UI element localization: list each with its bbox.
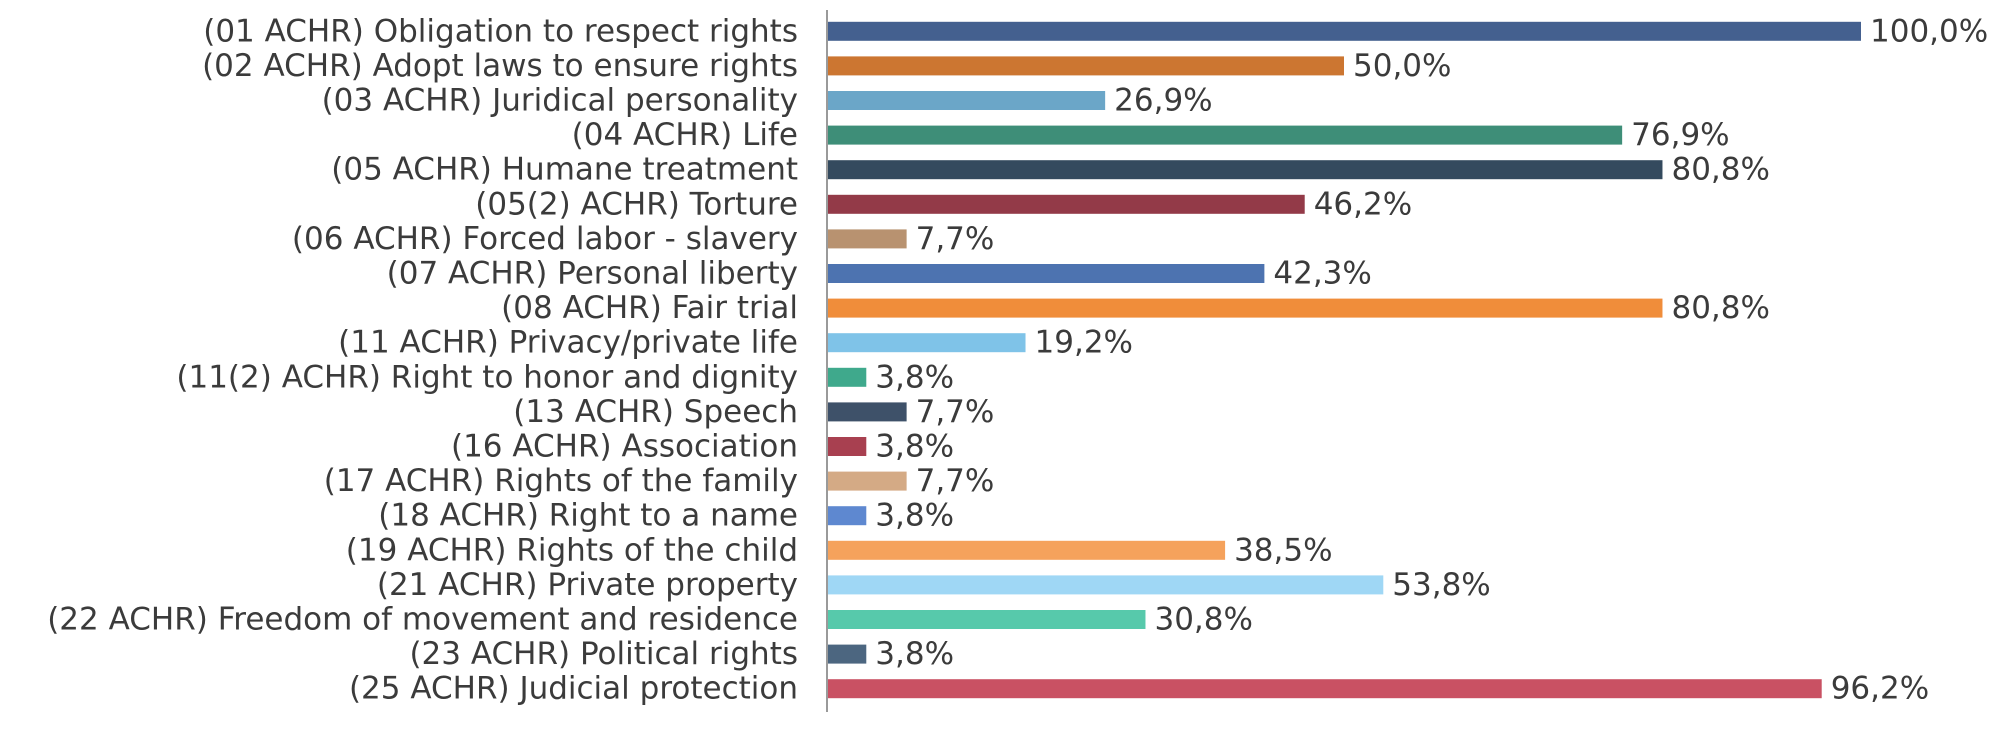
category-label: (11(2) ACHR) Right to honor and dignity <box>176 359 798 395</box>
data-label: 19,2% <box>1035 325 1133 361</box>
category-label: (13 ACHR) Speech <box>513 394 798 430</box>
data-label: 7,7% <box>916 394 995 430</box>
category-label: (17 ACHR) Rights of the family <box>324 463 798 499</box>
bar <box>827 610 1146 629</box>
bar <box>827 437 867 456</box>
category-label: (03 ACHR) Juridical personality <box>322 83 798 119</box>
value-labels: 100,0%50,0%26,9%76,9%80,8%46,2%7,7%42,3%… <box>875 13 1988 706</box>
bar <box>827 540 1226 560</box>
data-label: 80,8% <box>1671 290 1769 326</box>
category-label: (11 ACHR) Privacy/private life <box>338 325 798 361</box>
category-label: (21 ACHR) Private property <box>377 567 798 603</box>
data-label: 7,7% <box>916 463 995 499</box>
bar <box>827 264 1265 283</box>
data-label: 42,3% <box>1273 256 1371 292</box>
bar <box>827 160 1663 180</box>
category-label: (02 ACHR) Adopt laws to ensure rights <box>202 48 798 84</box>
bar <box>827 21 1861 41</box>
data-label: 80,8% <box>1671 152 1769 188</box>
bar <box>827 91 1106 110</box>
category-label: (05(2) ACHR) Torture <box>475 186 798 222</box>
bar <box>827 679 1822 699</box>
category-label: (19 ACHR) Rights of the child <box>346 532 798 568</box>
data-label: 30,8% <box>1154 602 1252 638</box>
category-labels: (01 ACHR) Obligation to respect rights(0… <box>47 13 798 706</box>
bar <box>827 575 1384 595</box>
data-label: 38,5% <box>1234 532 1332 568</box>
category-label: (06 ACHR) Forced labor - slavery <box>292 221 798 257</box>
bar <box>827 402 907 422</box>
bar <box>827 56 1344 76</box>
data-label: 53,8% <box>1392 567 1490 603</box>
bar <box>827 367 867 387</box>
data-label: 3,8% <box>875 498 954 534</box>
data-label: 26,9% <box>1114 83 1212 119</box>
bar <box>827 194 1305 214</box>
data-label: 3,8% <box>875 359 954 395</box>
category-label: (23 ACHR) Political rights <box>409 636 798 672</box>
bar <box>827 125 1623 145</box>
category-label: (07 ACHR) Personal liberty <box>387 256 798 292</box>
bar <box>827 333 1026 353</box>
data-label: 3,8% <box>875 429 954 465</box>
data-label: 50,0% <box>1353 48 1451 84</box>
category-label: (05 ACHR) Humane treatment <box>331 152 798 188</box>
data-label: 7,7% <box>916 221 995 257</box>
category-label: (22 ACHR) Freedom of movement and reside… <box>47 602 798 638</box>
bar <box>827 229 907 249</box>
bar <box>827 506 867 526</box>
data-label: 76,9% <box>1631 117 1729 153</box>
category-label: (18 ACHR) Right to a name <box>378 498 798 534</box>
data-label: 46,2% <box>1314 186 1412 222</box>
data-label: 100,0% <box>1870 13 1988 49</box>
bars <box>827 21 1861 699</box>
data-label: 3,8% <box>875 636 954 672</box>
data-label: 96,2% <box>1831 671 1929 707</box>
bar <box>827 644 867 664</box>
bar <box>827 471 907 491</box>
category-label: (08 ACHR) Fair trial <box>501 290 798 326</box>
category-label: (25 ACHR) Judicial protection <box>349 671 798 707</box>
category-label: (04 ACHR) Life <box>572 117 798 153</box>
category-label: (01 ACHR) Obligation to respect rights <box>203 13 798 49</box>
bar <box>827 298 1663 318</box>
category-label: (16 ACHR) Association <box>451 429 798 465</box>
